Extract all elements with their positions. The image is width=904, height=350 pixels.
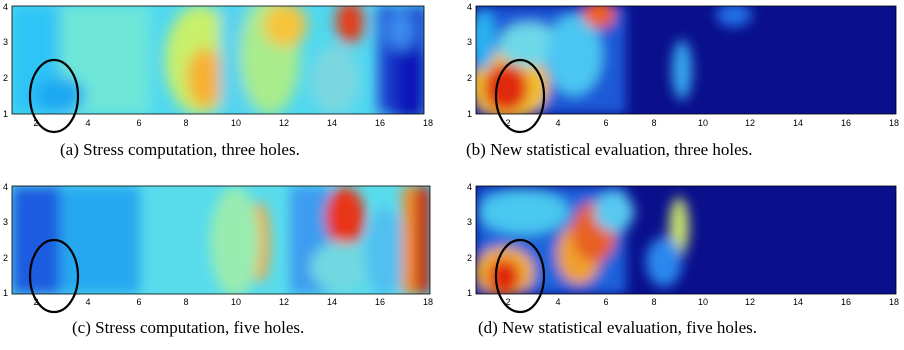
y-tick-label: 2: [467, 253, 472, 263]
y-tick-label: 3: [467, 37, 472, 47]
y-ticks-d: 1 2 3 4: [467, 182, 472, 298]
x-tick-label: 18: [889, 118, 899, 128]
x-tick-label: 18: [423, 118, 433, 128]
x-tick-label: 14: [327, 297, 337, 307]
y-ticks-c: 1 2 3 4: [3, 182, 8, 298]
x-tick-label: 10: [231, 118, 241, 128]
panel-b: 1 2 3 4 2 4 6 8 10 12 14 16 18 (b) New s…: [464, 0, 904, 176]
panel-c: 1 2 3 4 2 4 6 8 10 12 14 16 18 (c) Stres…: [0, 182, 440, 350]
y-ticks-b: 1 2 3 4: [467, 2, 472, 119]
x-tick-label: 2: [33, 297, 38, 307]
y-tick-label: 2: [3, 73, 8, 83]
x-tick-label: 8: [183, 118, 188, 128]
y-tick-label: 2: [3, 253, 8, 263]
x-tick-label: 8: [651, 297, 656, 307]
x-tick-label: 12: [279, 118, 289, 128]
y-tick-label: 1: [3, 288, 8, 298]
panel-a: 1 2 3 4 2 4 6 8 10 12 14 16 18 (a) Stres…: [0, 0, 440, 176]
x-tick-label: 18: [889, 297, 899, 307]
y-tick-label: 3: [3, 217, 8, 227]
x-ticks-b: 2 4 6 8 10 12 14 16 18: [505, 118, 899, 128]
x-tick-label: 2: [505, 297, 510, 307]
x-ticks-a: 2 4 6 8 10 12 14 16 18: [33, 118, 433, 128]
x-tick-label: 14: [793, 297, 803, 307]
y-tick-label: 3: [467, 217, 472, 227]
x-tick-label: 6: [603, 297, 608, 307]
x-tick-label: 16: [375, 297, 385, 307]
x-tick-label: 8: [651, 118, 656, 128]
x-tick-label: 16: [375, 118, 385, 128]
heatmap-d: 1 2 3 4 2 4 6 8 10 12 14 16 18: [467, 182, 899, 314]
x-tick-label: 14: [793, 118, 803, 128]
y-tick-label: 4: [3, 182, 8, 192]
heatmap-c: 1 2 3 4 2 4 6 8 10 12 14 16 18: [3, 182, 433, 314]
heatmap-b: 1 2 3 4 2 4 6 8 10 12 14 16 18: [467, 2, 899, 134]
x-tick-label: 4: [85, 118, 90, 128]
heatmap-a: 1 2 3 4 2 4 6 8 10 12 14 16 18: [3, 2, 433, 134]
y-tick-label: 2: [467, 73, 472, 83]
x-tick-label: 8: [183, 297, 188, 307]
x-tick-label: 4: [85, 297, 90, 307]
caption-d: (d) New statistical evaluation, five hol…: [478, 318, 757, 337]
hole-outline-d: [494, 238, 546, 314]
y-ticks-a: 1 2 3 4: [3, 2, 8, 119]
x-tick-label: 12: [745, 297, 755, 307]
x-tick-label: 12: [279, 297, 289, 307]
hole-outline-c: [28, 238, 80, 314]
y-tick-label: 3: [3, 37, 8, 47]
y-tick-label: 1: [467, 109, 472, 119]
y-tick-label: 4: [467, 182, 472, 192]
x-tick-label: 10: [231, 297, 241, 307]
y-tick-label: 4: [3, 2, 8, 12]
y-tick-label: 4: [467, 2, 472, 12]
x-tick-label: 6: [136, 118, 141, 128]
x-tick-label: 14: [327, 118, 337, 128]
x-tick-label: 18: [423, 297, 433, 307]
y-tick-label: 1: [467, 288, 472, 298]
x-tick-label: 10: [698, 118, 708, 128]
x-tick-label: 4: [555, 118, 560, 128]
hole-outline-a: [28, 58, 80, 134]
x-tick-label: 6: [136, 297, 141, 307]
panel-d: 1 2 3 4 2 4 6 8 10 12 14 16 18 (d) New s…: [464, 182, 904, 350]
x-tick-label: 2: [33, 118, 38, 128]
x-tick-label: 10: [698, 297, 708, 307]
caption-b: (b) New statistical evaluation, three ho…: [466, 140, 753, 159]
x-tick-label: 12: [745, 118, 755, 128]
x-tick-label: 2: [505, 118, 510, 128]
x-tick-label: 4: [555, 297, 560, 307]
x-tick-label: 16: [841, 118, 851, 128]
x-ticks-c: 2 4 6 8 10 12 14 16 18: [33, 297, 433, 307]
y-tick-label: 1: [3, 109, 8, 119]
x-tick-label: 6: [603, 118, 608, 128]
caption-c: (c) Stress computation, five holes.: [72, 318, 305, 337]
caption-a: (a) Stress computation, three holes.: [60, 140, 300, 159]
hole-outline-b: [494, 58, 546, 134]
x-tick-label: 16: [841, 297, 851, 307]
x-ticks-d: 2 4 6 8 10 12 14 16 18: [505, 297, 899, 307]
